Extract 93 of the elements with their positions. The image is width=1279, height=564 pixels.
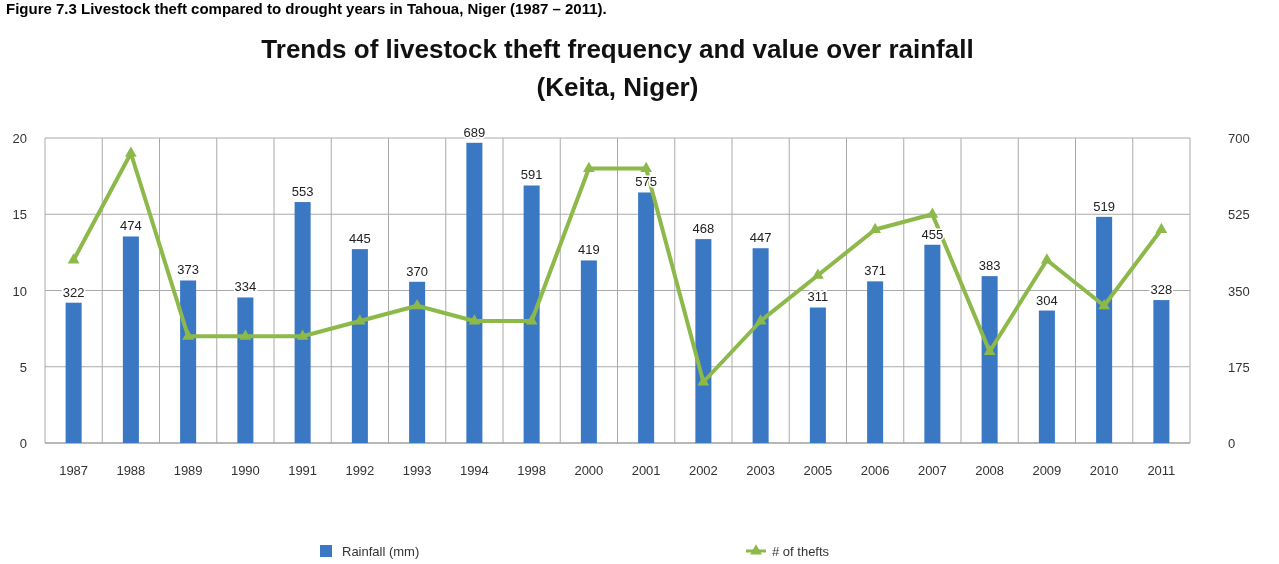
bar — [122, 236, 139, 443]
bar — [466, 142, 483, 443]
bar — [237, 297, 254, 443]
y-tick-label: 15 — [12, 207, 27, 223]
bar — [65, 302, 82, 443]
x-tick-label: 1987 — [59, 463, 89, 478]
bar — [409, 281, 426, 443]
data-label: 553 — [291, 184, 314, 200]
legend-label: Rainfall (mm) — [342, 544, 420, 559]
x-tick-label: 1991 — [288, 463, 318, 478]
x-tick-label: 2010 — [1089, 463, 1119, 478]
data-label: 373 — [177, 262, 199, 278]
chart-title: Trends of livestock theft frequency and value over rainfall — [261, 34, 974, 64]
x-tick-label: 1994 — [459, 463, 489, 478]
y2-tick-label: 525 — [1228, 207, 1250, 223]
point — [182, 329, 195, 340]
y2-tick-label: 350 — [1228, 283, 1250, 299]
x-tick-label: 1992 — [345, 463, 375, 478]
point — [582, 161, 595, 172]
x-tick-label: 1989 — [173, 463, 203, 478]
bar — [1096, 216, 1113, 443]
y2-tick-label: 175 — [1228, 359, 1250, 375]
bar — [752, 248, 769, 443]
x-tick-label: 2000 — [574, 463, 604, 478]
x-tick-label: 2003 — [746, 463, 776, 478]
y-tick-label: 10 — [12, 283, 27, 299]
point — [124, 146, 137, 157]
legend-label: # of thefts — [772, 544, 830, 559]
point — [1098, 298, 1111, 310]
data-label: 334 — [234, 279, 257, 295]
y-tick-label: 20 — [12, 131, 27, 146]
x-tick-label: 1990 — [230, 463, 260, 478]
x-tick-label: 2008 — [975, 463, 1005, 478]
x-tick-label: 2007 — [917, 463, 947, 478]
data-label: 322 — [62, 284, 85, 300]
bar — [867, 281, 884, 443]
data-label: 468 — [692, 221, 715, 237]
point — [869, 222, 882, 233]
y-tick-label: 0 — [19, 436, 27, 451]
data-label: 311 — [807, 289, 829, 305]
point — [67, 253, 80, 264]
y-tick-label: 5 — [19, 359, 27, 375]
data-label: 328 — [1150, 282, 1173, 298]
y2-tick-label: 0 — [1228, 436, 1236, 451]
point — [525, 314, 538, 325]
bar — [294, 202, 311, 443]
data-label: 689 — [463, 124, 486, 140]
y2-tick-label: 700 — [1228, 131, 1250, 146]
bar — [809, 307, 826, 443]
bar — [695, 239, 712, 443]
data-label: 370 — [406, 263, 428, 279]
point — [468, 314, 481, 325]
data-label: 383 — [978, 258, 1001, 274]
bar — [638, 192, 655, 443]
point — [239, 329, 252, 340]
point — [697, 375, 710, 386]
point — [1040, 253, 1053, 264]
bar — [351, 249, 368, 443]
x-tick-label: 2011 — [1147, 463, 1176, 478]
data-label: 304 — [1036, 292, 1058, 308]
bar — [1038, 310, 1055, 443]
data-label: 445 — [349, 231, 371, 247]
x-tick-label: 1988 — [116, 463, 146, 478]
x-tick-label: 2002 — [688, 463, 718, 478]
bar — [523, 185, 540, 443]
data-label: 591 — [520, 167, 543, 183]
data-label: 371 — [864, 263, 886, 279]
point — [983, 344, 996, 355]
data-label: 447 — [749, 230, 772, 246]
bar — [981, 276, 998, 443]
point — [640, 161, 653, 172]
bar — [180, 280, 197, 443]
caption: Figure 7.3 Livestock theft compared to drought years in Tahoua, Niger (1987 – 2011). — [6, 0, 607, 17]
chart-subtitle: (Keita, Niger) — [536, 72, 699, 102]
bar — [924, 244, 941, 443]
data-label: 419 — [578, 242, 600, 258]
x-tick-label: 2009 — [1032, 463, 1062, 478]
bar — [580, 260, 597, 443]
point — [353, 314, 366, 325]
point — [411, 298, 424, 310]
point — [1155, 222, 1168, 233]
point — [926, 207, 939, 218]
bar — [1153, 300, 1170, 443]
x-tick-label: 2006 — [860, 463, 890, 478]
point — [754, 314, 767, 325]
x-tick-label: 2001 — [631, 463, 661, 478]
point — [296, 329, 309, 340]
data-label: 474 — [120, 218, 142, 234]
x-tick-label: 2005 — [803, 463, 833, 478]
x-tick-label: 1998 — [517, 463, 547, 478]
point — [811, 268, 824, 279]
x-tick-label: 1993 — [402, 463, 432, 478]
data-label: 519 — [1093, 198, 1115, 214]
